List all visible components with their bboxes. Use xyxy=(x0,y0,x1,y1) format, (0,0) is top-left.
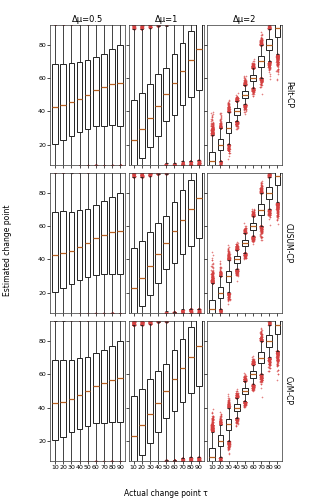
Bar xyxy=(109,49,115,125)
Bar xyxy=(196,316,202,386)
Bar xyxy=(164,68,169,121)
Bar xyxy=(85,209,90,277)
Bar xyxy=(60,212,66,288)
Text: Pelt-CP: Pelt-CP xyxy=(284,81,293,108)
Bar xyxy=(188,180,194,246)
Bar xyxy=(118,194,123,274)
Bar xyxy=(196,20,202,90)
Text: CvM-CP: CvM-CP xyxy=(284,376,293,406)
Bar xyxy=(275,20,280,37)
Bar xyxy=(52,360,58,440)
Bar xyxy=(93,58,99,126)
Bar xyxy=(109,197,115,274)
Bar xyxy=(180,42,185,106)
Title: Δμ=2: Δμ=2 xyxy=(233,15,257,24)
Bar xyxy=(188,327,194,394)
Bar xyxy=(258,352,264,364)
Bar xyxy=(60,64,66,140)
Bar xyxy=(188,31,194,97)
Bar xyxy=(242,388,248,394)
Bar xyxy=(226,270,231,281)
Bar xyxy=(131,248,137,318)
Bar xyxy=(139,389,145,455)
Text: Estimated change point: Estimated change point xyxy=(3,204,12,296)
Bar xyxy=(155,370,161,432)
Text: CUSUM-CP: CUSUM-CP xyxy=(284,222,293,263)
Bar xyxy=(266,39,272,50)
Bar xyxy=(101,54,107,126)
Bar xyxy=(147,380,153,443)
Bar xyxy=(164,364,169,418)
Bar xyxy=(77,62,82,132)
Bar xyxy=(147,84,153,148)
Bar xyxy=(180,190,185,254)
Bar xyxy=(171,350,177,411)
Bar xyxy=(275,316,280,334)
Bar xyxy=(242,240,248,246)
Bar xyxy=(266,187,272,198)
Bar xyxy=(234,108,240,114)
Bar xyxy=(139,92,145,158)
Bar xyxy=(226,418,231,430)
Bar xyxy=(60,360,66,436)
Bar xyxy=(171,202,177,263)
Bar xyxy=(250,74,256,82)
Bar xyxy=(234,256,240,263)
Bar xyxy=(101,350,107,423)
Bar xyxy=(258,204,264,215)
Bar xyxy=(118,341,123,422)
Title: Δμ=0.5: Δμ=0.5 xyxy=(72,15,103,24)
Bar xyxy=(52,64,58,144)
Bar xyxy=(85,357,90,426)
Bar xyxy=(77,358,82,428)
Bar xyxy=(210,448,215,466)
Bar xyxy=(210,152,215,170)
Bar xyxy=(196,168,202,238)
Bar xyxy=(131,100,137,170)
Bar xyxy=(69,360,74,432)
Bar xyxy=(180,338,185,402)
Bar xyxy=(250,223,256,230)
Bar xyxy=(69,212,74,284)
Bar xyxy=(242,92,248,98)
Bar xyxy=(139,241,145,306)
Bar xyxy=(52,212,58,292)
Bar xyxy=(250,371,256,378)
Bar xyxy=(258,56,264,67)
Bar xyxy=(69,63,74,136)
Bar xyxy=(217,139,223,150)
Bar xyxy=(275,168,280,185)
Bar xyxy=(118,45,123,126)
Bar xyxy=(147,232,153,295)
Bar xyxy=(101,202,107,274)
Bar xyxy=(210,300,215,318)
Bar xyxy=(164,216,169,269)
Bar xyxy=(109,346,115,422)
Bar xyxy=(171,54,177,114)
Bar xyxy=(131,396,137,466)
Bar xyxy=(85,60,90,129)
Bar xyxy=(217,287,223,298)
Bar xyxy=(226,122,231,134)
Bar xyxy=(266,336,272,346)
Bar xyxy=(155,74,161,136)
Bar xyxy=(77,210,82,280)
Bar xyxy=(93,354,99,423)
Bar xyxy=(234,404,240,411)
Title: Δμ=1: Δμ=1 xyxy=(155,15,178,24)
Text: Actual change point τ: Actual change point τ xyxy=(123,488,208,498)
Bar xyxy=(93,206,99,274)
Bar xyxy=(155,223,161,284)
Bar xyxy=(217,435,223,446)
